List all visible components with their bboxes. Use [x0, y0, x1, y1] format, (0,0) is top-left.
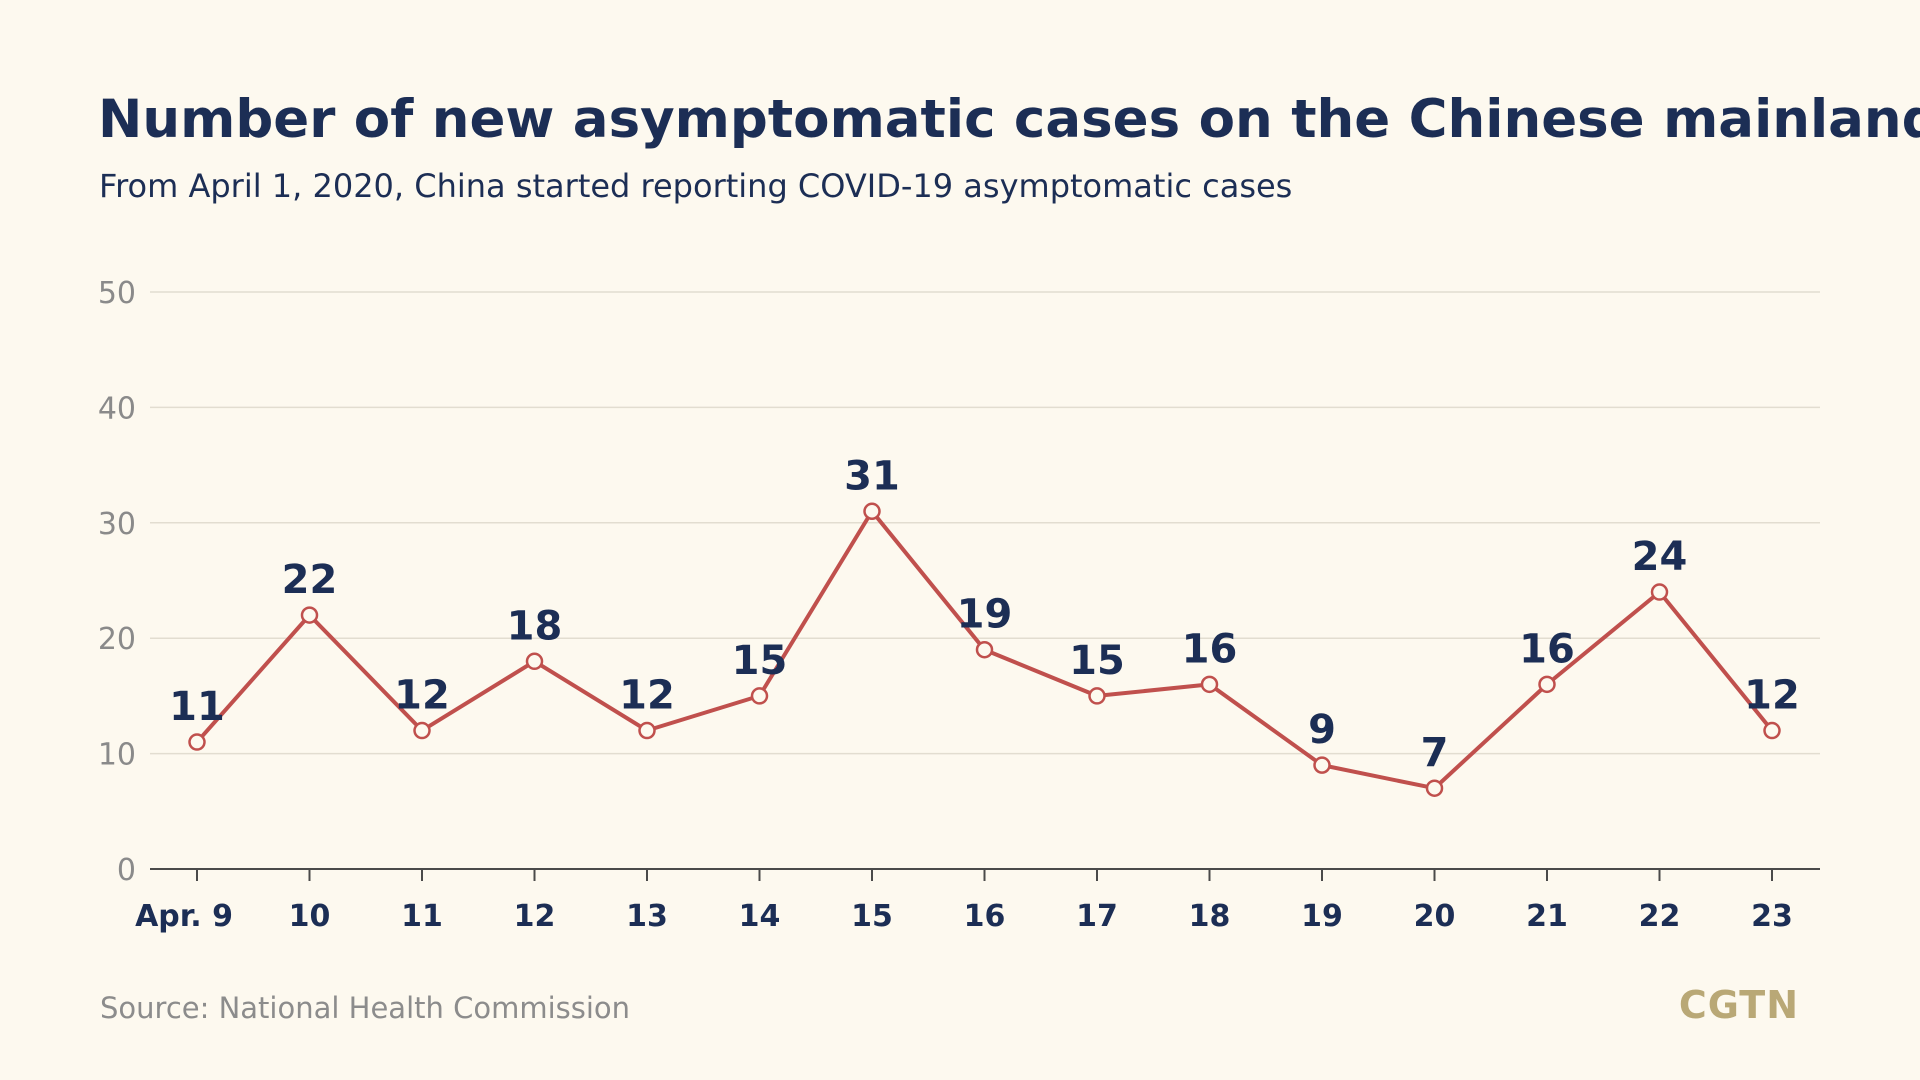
x-tick-label-2: 11 [401, 899, 443, 934]
x-tick-label-4: 13 [626, 899, 668, 934]
data-point-7 [975, 640, 994, 659]
data-label-2: 12 [394, 673, 450, 719]
x-tick-label-0: Apr. 9 [135, 899, 233, 934]
cgtn-logo: CGTN [1678, 983, 1799, 1027]
data-labels: 11 22 12 18 12 15 31 19 15 16 9 7 16 24 12 [169, 453, 1800, 776]
data-point-3 [525, 652, 544, 671]
data-label-0: 11 [169, 684, 225, 730]
data-label-9: 16 [1182, 626, 1238, 672]
chart-subtitle: From April 1, 2020, China started report… [99, 167, 1293, 205]
y-tick-label-30: 30 [98, 507, 136, 542]
data-points [188, 502, 1781, 797]
data-point-2 [413, 721, 431, 740]
data-point-0 [188, 733, 206, 751]
data-label-14: 12 [1744, 673, 1800, 719]
gridlines [150, 291, 1820, 755]
x-tick-label-7: 16 [964, 899, 1006, 934]
data-point-11 [1425, 779, 1444, 797]
chart-title: Number of new asymptomatic cases on the … [98, 89, 1920, 150]
x-tick-label-11: 20 [1414, 899, 1456, 934]
y-tick-label-50: 50 [98, 276, 136, 311]
y-tick-label-20: 20 [98, 622, 136, 657]
data-label-8: 15 [1069, 638, 1125, 684]
y-tick-label-10: 10 [98, 738, 136, 773]
data-point-4 [638, 721, 656, 740]
x-tick-label-12: 21 [1526, 899, 1568, 934]
y-tick-label-40: 40 [98, 391, 136, 426]
data-point-14 [1763, 721, 1781, 740]
data-label-5: 15 [732, 638, 788, 684]
data-label-3: 18 [507, 603, 563, 649]
source-note: Source: National Health Commission [100, 991, 631, 1025]
axes: 0 10 20 30 40 50 Apr. 9 10 11 12 13 14 15 16 17 18 19 20 2… [98, 276, 1820, 934]
data-point-9 [1200, 675, 1219, 694]
x-tick-label-1: 10 [289, 899, 331, 934]
x-tick-label-13: 22 [1639, 899, 1681, 934]
data-point-10 [1313, 756, 1331, 774]
data-label-10: 9 [1308, 707, 1336, 753]
data-point-5 [750, 687, 769, 705]
data-point-1 [300, 606, 319, 624]
data-point-12 [1538, 675, 1556, 694]
data-point-8 [1088, 687, 1106, 705]
data-label-13: 24 [1632, 534, 1688, 580]
x-tick-label-14: 23 [1751, 899, 1793, 934]
data-label-4: 12 [619, 673, 675, 719]
x-tick-label-5: 14 [739, 899, 781, 934]
data-point-6 [863, 502, 881, 521]
x-tick-label-8: 17 [1076, 899, 1118, 934]
x-tick-label-10: 19 [1301, 899, 1343, 934]
x-tick-label-6: 15 [851, 899, 893, 934]
data-label-12: 16 [1519, 626, 1575, 672]
x-tick-label-9: 18 [1189, 899, 1231, 934]
data-label-1: 22 [282, 557, 338, 603]
data-label-11: 7 [1421, 730, 1449, 776]
data-label-6: 31 [844, 453, 900, 499]
data-label-7: 19 [957, 592, 1013, 638]
x-tick-label-3: 12 [514, 899, 556, 934]
y-tick-label-0: 0 [117, 853, 136, 888]
data-point-13 [1650, 583, 1669, 601]
